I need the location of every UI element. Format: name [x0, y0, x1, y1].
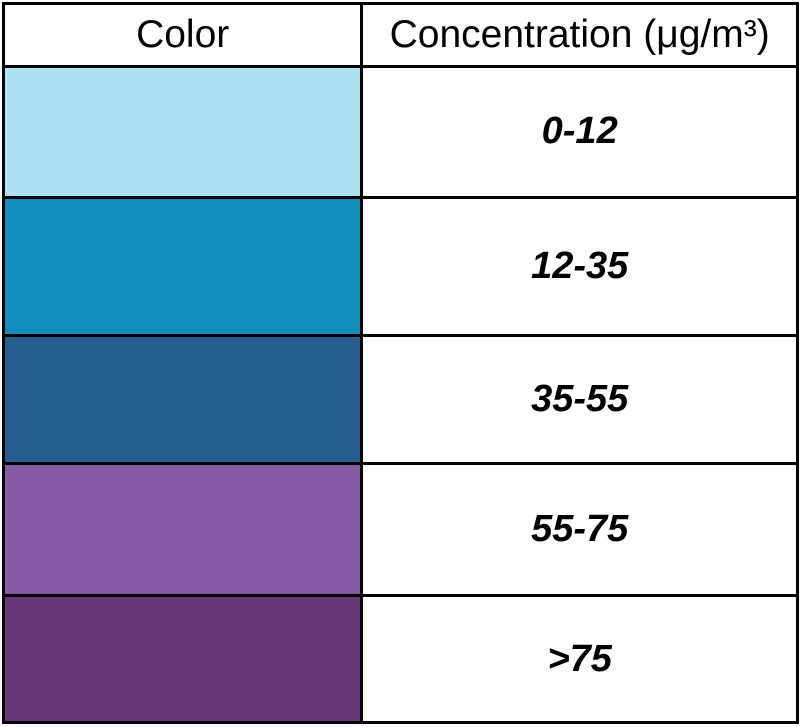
concentration-column-header: Concentration (μg/m³) — [360, 2, 799, 68]
table-row: 0-12 — [1, 65, 799, 199]
table-row: 55-75 — [1, 462, 799, 598]
color-column-header: Color — [1, 2, 364, 68]
concentration-range: 0-12 — [360, 65, 799, 199]
table-row: 12-35 — [1, 195, 799, 337]
table-row: 35-55 — [1, 333, 799, 466]
color-swatch — [1, 462, 364, 598]
concentration-range: 12-35 — [360, 195, 799, 337]
concentration-range: >75 — [360, 594, 799, 724]
color-swatch — [1, 594, 364, 724]
concentration-range: 55-75 — [360, 462, 799, 598]
table-row: >75 — [1, 594, 799, 724]
color-swatch — [1, 195, 364, 337]
color-swatch — [1, 333, 364, 466]
color-swatch — [1, 65, 364, 199]
concentration-range: 35-55 — [360, 333, 799, 466]
header-row: Color Concentration (μg/m³) — [1, 2, 799, 68]
